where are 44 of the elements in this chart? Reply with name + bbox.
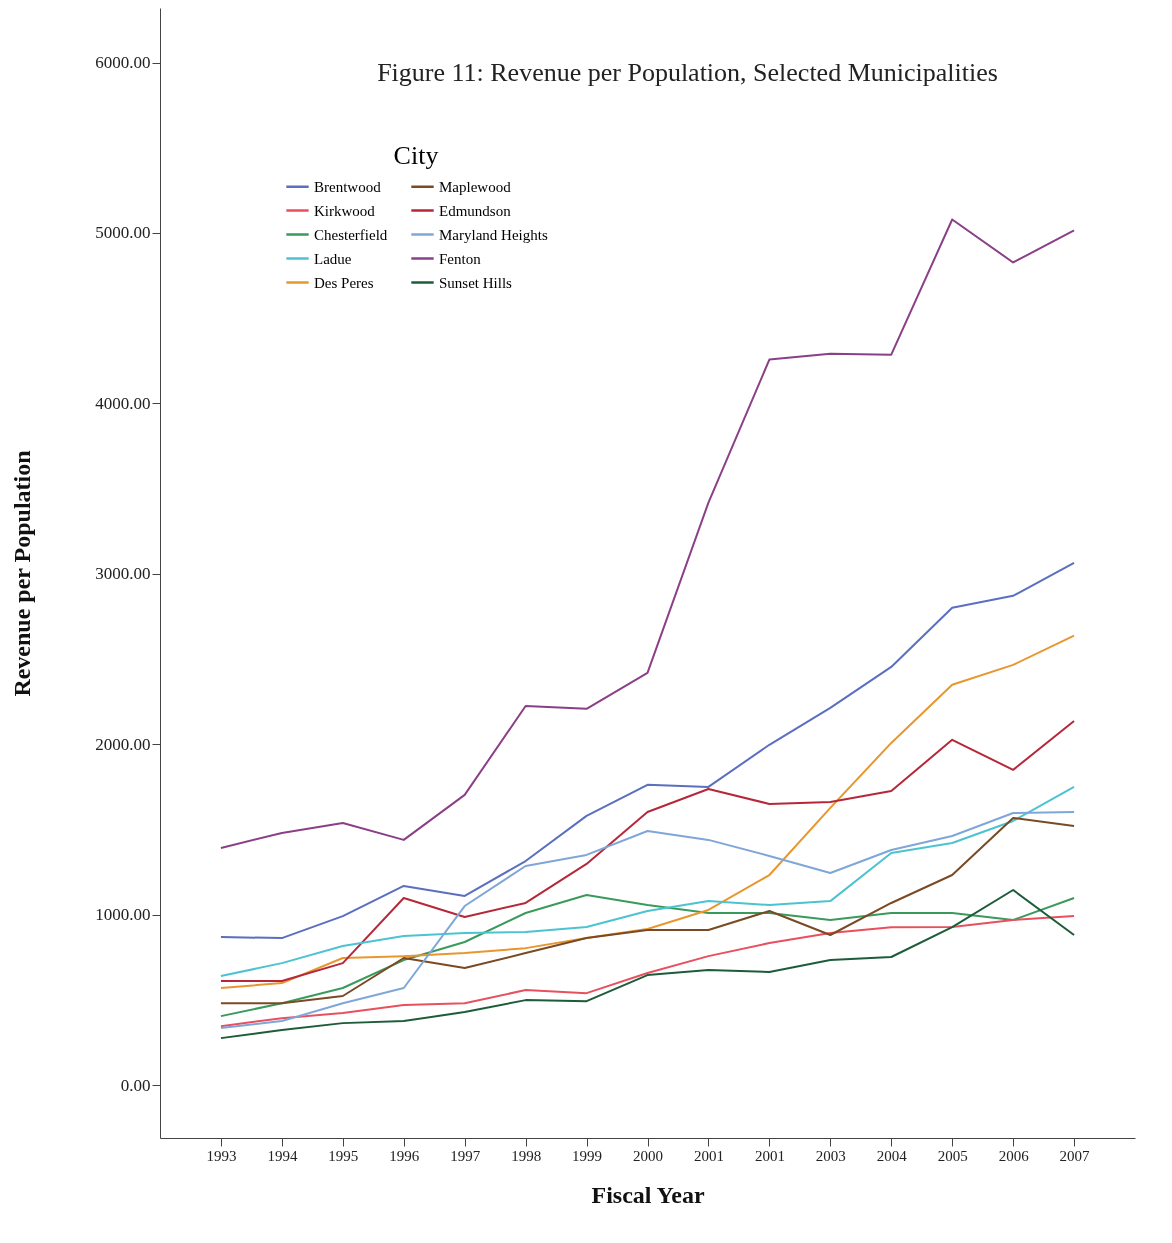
x-tick-label: 2005 xyxy=(937,1147,968,1164)
y-tick-label: 6000.00 xyxy=(95,53,151,73)
line-series xyxy=(219,634,1076,990)
line-series xyxy=(219,719,1076,983)
x-tick-label: 1997 xyxy=(450,1147,481,1164)
line-series xyxy=(219,893,1076,1018)
x-tick-label: 2004 xyxy=(876,1147,908,1164)
legend-label: Maryland Heights xyxy=(439,226,548,243)
x-tick-label: 1994 xyxy=(267,1147,298,1164)
legend-title: City xyxy=(393,141,439,170)
line-series xyxy=(219,785,1076,978)
legend-label: Edmundson xyxy=(439,202,512,219)
y-tick-label: 4000.00 xyxy=(95,393,151,413)
x-tick-label: 2007 xyxy=(1059,1147,1091,1164)
y-tick-label: 0.00 xyxy=(120,1075,151,1095)
x-axis-title: Fiscal Year xyxy=(591,1181,705,1208)
x-tick-label: 1999 xyxy=(572,1147,603,1164)
y-tick-label: 3000.00 xyxy=(95,564,151,584)
legend-label: Ladue xyxy=(314,250,352,267)
x-tick-label: 1995 xyxy=(328,1147,359,1164)
y-tick-label: 5000.00 xyxy=(95,223,151,243)
x-tick-label: 2000 xyxy=(633,1147,663,1164)
y-tick-label: 2000.00 xyxy=(95,734,151,754)
x-tick-label: 2001 xyxy=(754,1147,785,1164)
legend-label: Brentwood xyxy=(314,178,382,195)
line-series xyxy=(219,561,1076,940)
line-series xyxy=(219,889,1076,1040)
x-tick-label: 2003 xyxy=(815,1147,846,1164)
x-tick-label: 1996 xyxy=(389,1147,420,1164)
x-tick-label: 1993 xyxy=(206,1147,237,1164)
legend-label: Kirkwood xyxy=(314,202,376,219)
legend-label: Fenton xyxy=(439,250,482,267)
text: Figure 11: Revenue per Population, Selected Municipalities xyxy=(377,58,998,87)
legend-label: Maplewood xyxy=(439,178,512,195)
line-series xyxy=(219,218,1076,849)
legend-label: Des Peres xyxy=(314,274,374,291)
legend-label: Chesterfield xyxy=(314,226,388,243)
y-tick-label: 1000.00 xyxy=(95,905,151,925)
x-tick-label: 1998 xyxy=(511,1147,542,1164)
x-tick-label: 2006 xyxy=(998,1147,1030,1164)
x-tick-label: 2001 xyxy=(693,1147,724,1164)
y-axis-title: Revenue per Population xyxy=(9,450,36,697)
line-series xyxy=(219,915,1076,1028)
legend-label: Sunset Hills xyxy=(439,274,513,291)
